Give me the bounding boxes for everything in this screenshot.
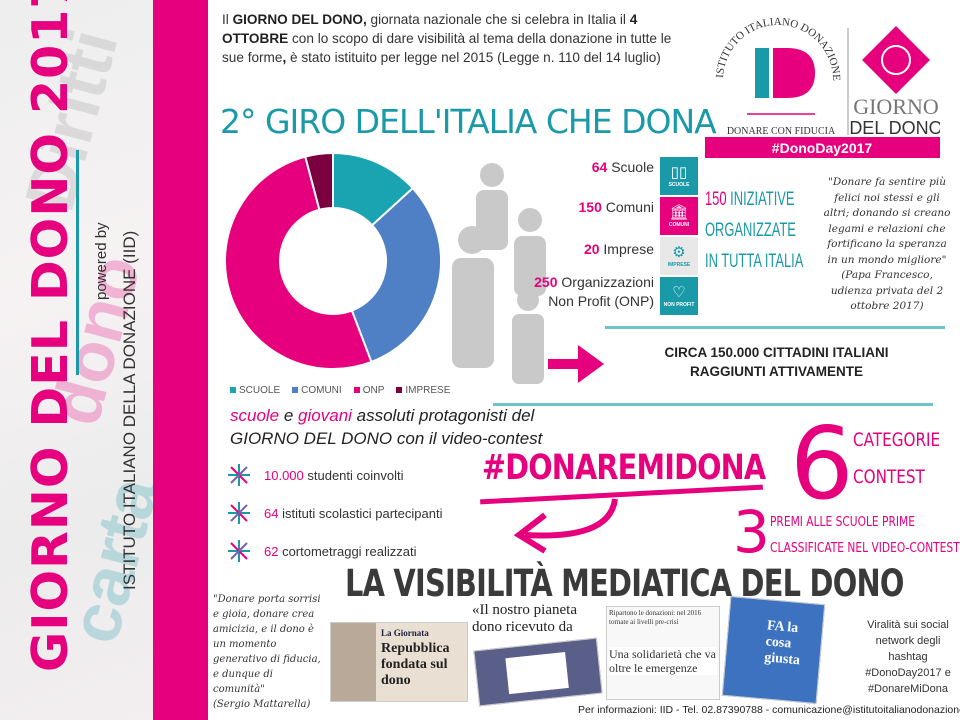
vertical-title: GIORNO DEL DONO 2017 bbox=[22, 0, 79, 672]
pope-quote: "Donare fa sentire più felici noi stessi… bbox=[823, 176, 951, 312]
prizes-label: PREMI ALLE SCUOLE PRIME CLASSIFICATE NEL … bbox=[770, 515, 960, 556]
section-title: 2° GIRO DELL'ITALIA CHE DONA bbox=[220, 102, 717, 141]
asterisk-icon bbox=[228, 540, 250, 562]
legend-item-scuole: SCUOLE bbox=[230, 385, 280, 396]
contact-footer: Per informazioni: IID - Tel. 02.87390788… bbox=[578, 704, 960, 716]
tv-still-photo bbox=[473, 637, 603, 707]
teal-divider bbox=[605, 326, 945, 329]
bullet-item: 62 cortometraggi realizzati bbox=[228, 540, 416, 562]
categories-count: 6 bbox=[790, 405, 854, 522]
stat-imprese: 20 Imprese bbox=[583, 241, 654, 257]
virality-text: Viralità sui social network degli hashta… bbox=[865, 619, 951, 695]
asterisk-icon bbox=[228, 502, 250, 524]
bullet-item: 10.000 studenti coinvolti bbox=[228, 464, 404, 486]
media-visibility-title: LA VISIBILITÀ MEDIATICA DEL DONO bbox=[345, 562, 904, 605]
powered-by: powered by bbox=[93, 222, 110, 300]
citizens-reached: CIRCA 150.000 CITTADINI ITALIANI RAGGIUNT… bbox=[664, 345, 889, 379]
intro-text: Il GIORNO DEL DONO, giornata nazionale c… bbox=[222, 12, 672, 65]
donut-slice-imprese bbox=[304, 151, 334, 211]
svg-text:GIORNO: GIORNO bbox=[853, 94, 939, 119]
legend-item-imprese: IMPRESE bbox=[396, 385, 450, 396]
heart-icon: ♡ NON PROFIT bbox=[660, 277, 698, 315]
legend-item-comuni: COMUNI bbox=[292, 385, 342, 396]
video-contest-heading: scuole e giovani assoluti protagonisti d… bbox=[230, 406, 543, 448]
contest-hashtag: #DONAREMIDONA bbox=[482, 448, 766, 488]
teal-divider bbox=[493, 403, 933, 406]
svg-text:#DonoDay2017: #DonoDay2017 bbox=[772, 140, 873, 156]
iniziative-text: 150 INIZIATIVE ORGANIZZATE IN TUTTA ITALIA bbox=[705, 189, 804, 272]
stat-comuni: 150 Comuni bbox=[578, 199, 655, 215]
people-silhouette-icon bbox=[452, 163, 546, 384]
legend-item-onp: ONP bbox=[353, 385, 384, 396]
press-clip-quote: «Il nostro pianeta dono ricevuto da con.… bbox=[472, 602, 602, 640]
iid-giorno-del-dono-logo: ISTITUTO ITALIANO DONAZIONE DONARE CON F… bbox=[705, 16, 940, 158]
stat-scuole: 64 Scuole bbox=[591, 159, 654, 175]
donut-chart bbox=[224, 151, 442, 370]
building-icon: 🏛 COMUNI bbox=[660, 197, 698, 235]
asterisk-icon bbox=[228, 464, 250, 486]
stat-non-profit: 250 Organizzazioni Non Profit (ONP) bbox=[534, 274, 654, 309]
bullet-item: 64 istituti scolastici partecipanti bbox=[228, 502, 442, 524]
chart-legend: SCUOLE COMUNI ONP IMPRESE bbox=[230, 385, 450, 396]
prizes-count: 3 bbox=[733, 498, 770, 566]
book-icon: ▯▯ SCUOLE bbox=[660, 157, 698, 195]
arrow-right-icon bbox=[548, 345, 604, 383]
institute-name: ISTITUTO ITALIANO DELLA DONAZIONE (IID) bbox=[120, 230, 139, 590]
tv-show-photo: FA la cosa giusta bbox=[721, 596, 826, 704]
pink-strip bbox=[153, 0, 208, 720]
curved-arrow-icon bbox=[513, 498, 618, 554]
press-clip-la-giornata: La Giornata Repubblica fondata sul dono bbox=[330, 622, 468, 702]
donut-slice-onp bbox=[224, 155, 373, 370]
donut-slice-comuni bbox=[350, 186, 442, 364]
teal-divider bbox=[76, 150, 79, 375]
press-clip-article: Ripartono le donazioni: nel 2016 tornate… bbox=[606, 606, 720, 700]
svg-text:DEL DONO: DEL DONO bbox=[849, 118, 940, 138]
gears-icon: ⚙ IMPRESE bbox=[660, 237, 698, 275]
svg-text:DONARE CON FIDUCIA: DONARE CON FIDUCIA bbox=[727, 126, 836, 137]
categories-label: CATEGORIE CONTEST bbox=[853, 429, 941, 488]
mattarella-quote: "Donare porta sorrisi e gioia, donare cr… bbox=[213, 594, 321, 710]
